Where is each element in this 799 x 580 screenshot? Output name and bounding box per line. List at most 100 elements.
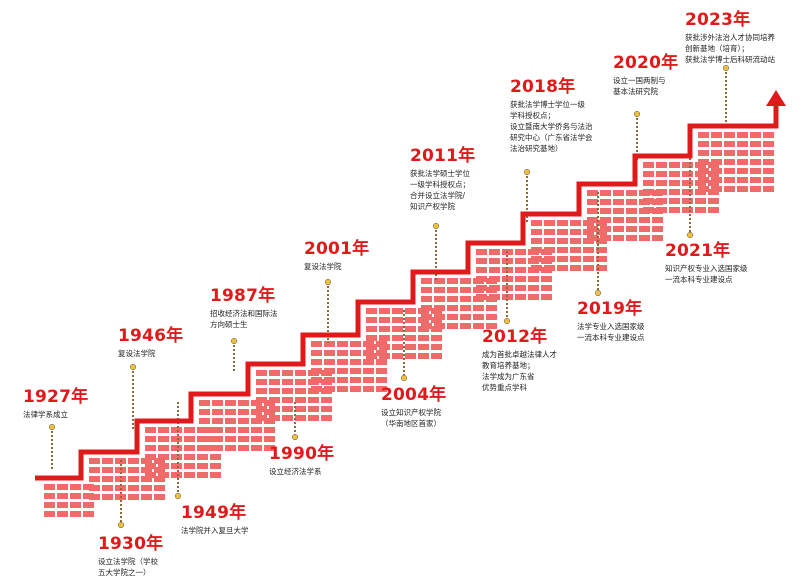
brick-block bbox=[256, 397, 267, 403]
brick-block bbox=[531, 220, 542, 226]
milestone-desc-line: 设立法学院（学校 bbox=[98, 557, 158, 566]
brick-block bbox=[154, 467, 165, 473]
milestone-2001: 2001年 复设法学院 bbox=[304, 239, 369, 272]
brick-block bbox=[600, 199, 611, 205]
brick-block bbox=[596, 265, 607, 271]
brick-block bbox=[698, 177, 709, 183]
brick-block bbox=[128, 485, 139, 491]
brick-block bbox=[282, 397, 293, 403]
brick-block bbox=[447, 314, 458, 320]
brick-block bbox=[379, 308, 390, 314]
brick-block bbox=[656, 189, 667, 195]
milestone-desc-line: 一流本科专业建设点 bbox=[665, 275, 733, 284]
brick-block bbox=[376, 377, 387, 383]
brick-block bbox=[89, 494, 100, 500]
brick-block bbox=[145, 427, 156, 433]
brick-block bbox=[282, 406, 293, 412]
milestone-desc: 复设法学院 bbox=[118, 348, 183, 359]
brick-block bbox=[476, 249, 487, 255]
brick-block bbox=[337, 341, 348, 347]
staircase-line bbox=[35, 104, 779, 481]
brick-block bbox=[531, 265, 542, 271]
brick-block bbox=[682, 198, 693, 204]
brick-block bbox=[656, 180, 667, 186]
brick-block bbox=[541, 294, 552, 300]
brick-block bbox=[544, 247, 555, 253]
milestone-desc-line: （华南地区首家） bbox=[381, 419, 441, 428]
brick-block bbox=[613, 199, 624, 205]
brick-block bbox=[363, 368, 374, 374]
brick-block bbox=[600, 235, 611, 241]
brick-block bbox=[583, 256, 594, 262]
brick-block bbox=[212, 409, 223, 415]
leader-end-dot bbox=[722, 64, 730, 72]
brick-block bbox=[324, 350, 335, 356]
brick-block bbox=[89, 458, 100, 464]
brick-block bbox=[476, 267, 487, 273]
brick-block bbox=[363, 386, 374, 392]
brick-block bbox=[434, 278, 445, 284]
brick-block bbox=[269, 388, 280, 394]
brick-block bbox=[750, 168, 761, 174]
leader-end-dot bbox=[291, 433, 299, 441]
brick-block bbox=[724, 150, 735, 156]
brick-block bbox=[473, 323, 484, 329]
brick-block bbox=[392, 344, 403, 350]
brick-block bbox=[158, 454, 169, 460]
brick-block bbox=[269, 379, 280, 385]
milestone-year: 2004年 bbox=[381, 385, 447, 405]
brick-block bbox=[515, 267, 526, 273]
brick-block bbox=[737, 186, 748, 192]
brick-block bbox=[515, 294, 526, 300]
milestone-2021: 2021年 知识产权专业入选国家级 一流本科专业建设点 bbox=[665, 241, 748, 285]
leader-end-dot bbox=[523, 168, 531, 176]
brick-block bbox=[225, 445, 236, 451]
milestone-desc: 获批涉外法治人才协同培养 创新基地（培育）； 获批法学博士后科研流动站 bbox=[685, 32, 775, 65]
brick-block bbox=[587, 217, 598, 223]
brick-block bbox=[711, 159, 722, 165]
brick-block bbox=[392, 308, 403, 314]
brick-block bbox=[643, 198, 654, 204]
milestone-desc: 设立经济法学系 bbox=[269, 466, 334, 477]
milestone-year: 1930年 bbox=[98, 534, 164, 554]
arrow-head-icon bbox=[766, 90, 786, 106]
brick-block bbox=[210, 472, 221, 478]
brick-block bbox=[311, 350, 322, 356]
brick-block bbox=[750, 150, 761, 156]
brick-block bbox=[44, 484, 55, 490]
brick-block bbox=[363, 377, 374, 383]
brick-block bbox=[656, 198, 667, 204]
brick-block bbox=[434, 305, 445, 311]
milestone-desc-line: 方向硕士生 bbox=[210, 320, 248, 329]
brick-block bbox=[141, 458, 152, 464]
brick-block bbox=[613, 190, 624, 196]
brick-block bbox=[311, 368, 322, 374]
brick-block bbox=[256, 370, 267, 376]
brick-block bbox=[83, 502, 94, 508]
brick-block bbox=[70, 511, 81, 517]
brick-block bbox=[405, 308, 416, 314]
milestone-year: 2012年 bbox=[482, 327, 548, 347]
milestone-desc-line: 创新基地（培育）； bbox=[685, 44, 749, 53]
brick-block bbox=[763, 141, 774, 147]
brick-block bbox=[763, 168, 774, 174]
brick-block bbox=[197, 472, 208, 478]
milestone-desc-line: 法治研究基地） bbox=[510, 144, 563, 153]
milestone-year: 1927年 bbox=[23, 387, 89, 407]
brick-block bbox=[158, 463, 169, 469]
brick-block bbox=[295, 388, 306, 394]
brick-block bbox=[350, 350, 361, 356]
brick-block bbox=[269, 406, 280, 412]
brick-block bbox=[656, 207, 667, 213]
brick-block bbox=[763, 159, 774, 165]
brick-block bbox=[238, 427, 249, 433]
brick-block bbox=[682, 171, 693, 177]
leader-lines bbox=[48, 64, 730, 529]
brick-block bbox=[431, 344, 442, 350]
brick-block bbox=[613, 235, 624, 241]
milestone-1946: 1946年 复设法学院 bbox=[118, 326, 183, 359]
brick-block bbox=[587, 199, 598, 205]
brick-block bbox=[350, 368, 361, 374]
brick-block bbox=[171, 463, 182, 469]
brick-block bbox=[489, 276, 500, 282]
